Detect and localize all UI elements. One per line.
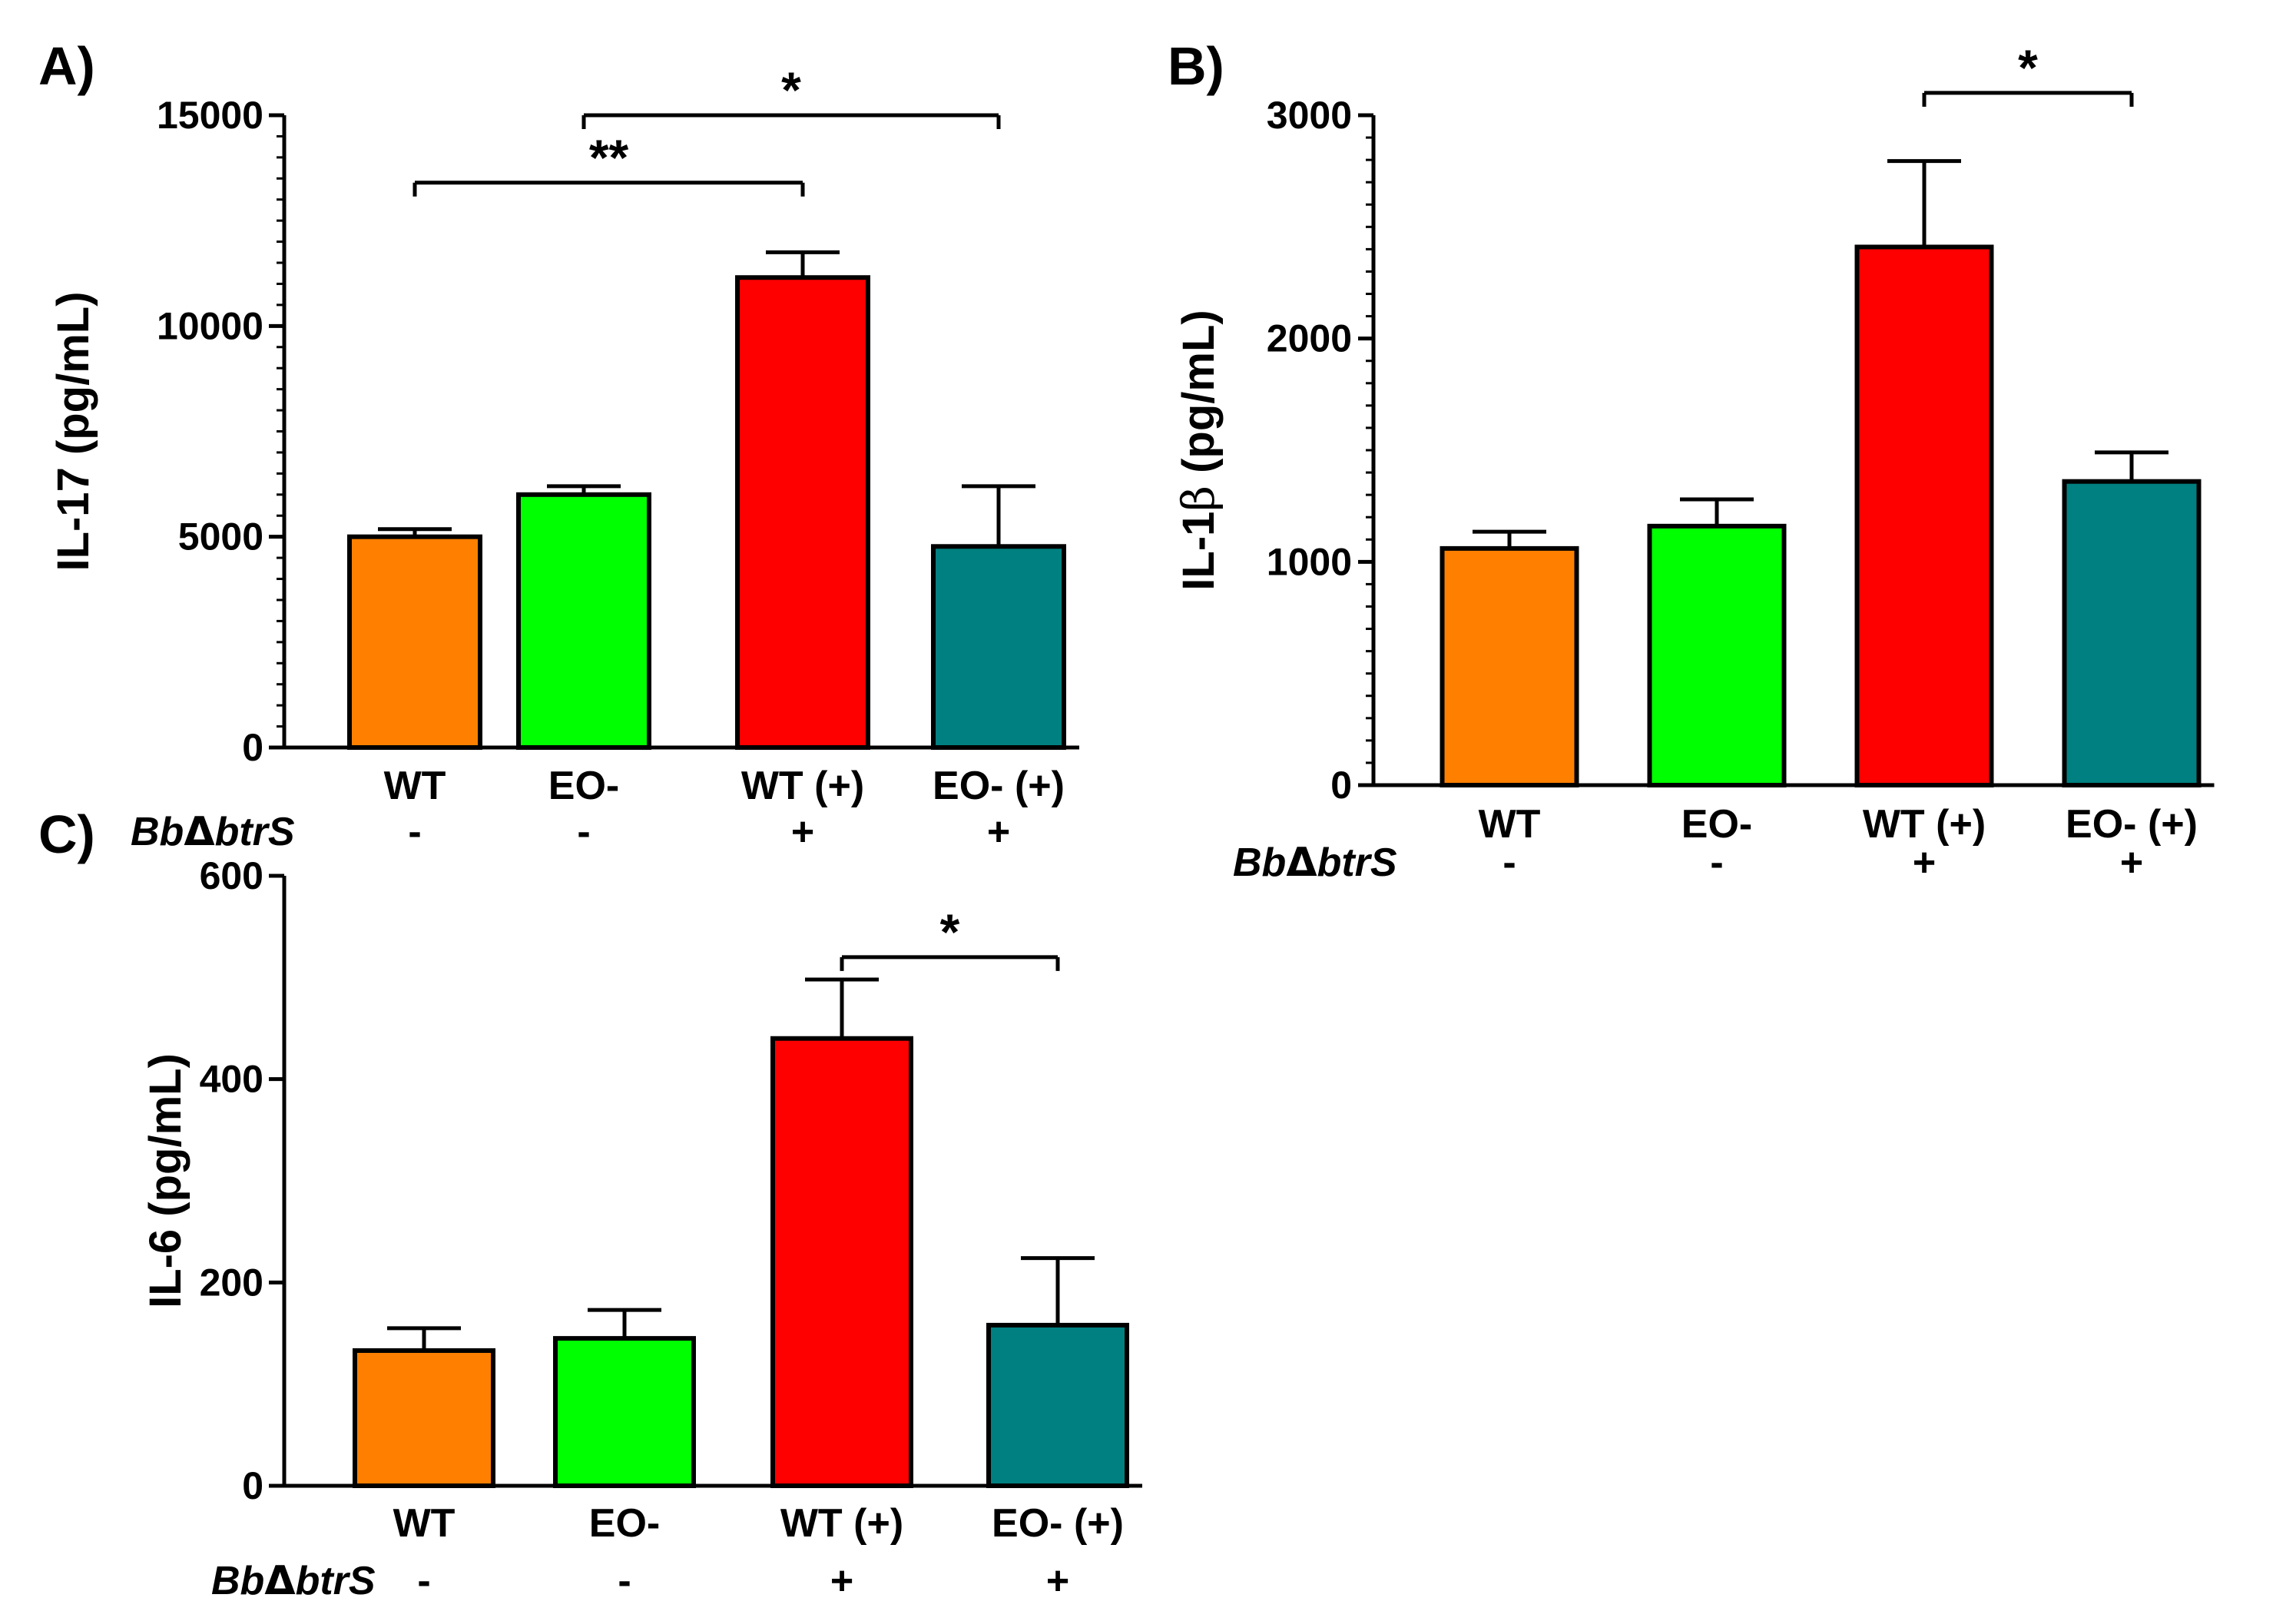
y-tick-label: 1000 [1267,540,1352,583]
bar [1647,523,1787,787]
panel-label: B) [1168,36,1224,96]
y-axis-title: IL-6 (pg/mL) [141,1053,191,1308]
bar [347,534,482,751]
category-label: WT [384,764,446,808]
category-label: EO- (+) [2066,802,2198,847]
bar [1440,545,1579,787]
bar [516,492,651,750]
y-tick-label: 2000 [1267,317,1352,360]
treatment-value: + [1913,840,1936,885]
treatment-value: + [1046,1559,1069,1603]
y-tick-label: 400 [200,1058,263,1101]
y-axis-title: IL-1β (pg/mL) [1172,310,1224,590]
y-tick-label: 15000 [157,94,263,137]
treatment-row-label: BbΔbtrS [211,1558,376,1604]
treatment-value: - [1503,840,1516,885]
y-tick-label: 10000 [157,304,263,347]
significance-label: ** [589,129,629,186]
treatment-row-label-suffix: btrS [215,810,295,854]
category-label: EO- [548,764,619,808]
treatment-row-label-delta: Δ [264,1558,295,1604]
category-label: WT [1479,802,1541,847]
y-axis-title-main: IL-1 [1174,512,1224,591]
y-axis-title: IL-17 (pg/mL) [48,291,98,571]
category-label: WT (+) [741,764,864,808]
category-label: EO- [589,1501,660,1546]
treatment-value: - [618,1559,631,1603]
category-label: EO- (+) [992,1501,1124,1546]
y-tick-label: 200 [200,1261,263,1304]
category-label: WT [393,1501,456,1546]
treatment-value: + [791,810,814,854]
y-tick-label: 600 [200,854,263,897]
significance-label: * [781,61,801,118]
bar [353,1348,495,1489]
bar [2062,479,2202,788]
treatment-value: + [830,1559,853,1603]
treatment-row-label-prefix: Bb [211,1559,264,1603]
treatment-value: + [987,810,1010,854]
bar [931,544,1066,750]
treatment-row-label-suffix: btrS [1317,840,1397,885]
category-label: EO- (+) [933,764,1065,808]
significance-label: * [940,903,960,960]
bar [770,1036,913,1488]
treatment-value: - [577,810,590,854]
y-tick-label: 5000 [178,515,263,559]
treatment-row-label: BbΔbtrS [131,809,295,855]
treatment-row-label: BbΔbtrS [1233,840,1397,886]
bar [1854,244,1994,787]
chart-panel-c: C) 0 200 400 600 IL-6 (pg/mL) WT - EO- - WT (+) + EO… [38,804,1142,1604]
treatment-value: - [1710,840,1723,885]
y-tick-label: 0 [242,1464,263,1507]
y-tick-label: 0 [1330,764,1352,807]
treatment-value: - [408,810,421,854]
bar [986,1322,1129,1488]
y-tick-label: 3000 [1267,94,1352,137]
category-label: EO- [1681,802,1752,847]
y-axis-title-greek: β [1172,486,1224,512]
category-label: WT (+) [780,1501,903,1546]
treatment-row-label-delta: Δ [184,809,214,855]
y-axis-title-unit: (pg/mL) [1174,310,1224,486]
treatment-value: - [417,1559,430,1603]
significance-label: * [2018,39,2038,96]
panel-label: A) [38,36,95,96]
panel-label: C) [38,804,95,864]
treatment-row-label-suffix: btrS [296,1559,376,1603]
treatment-row-label-prefix: Bb [131,810,184,854]
treatment-row-label-prefix: Bb [1233,840,1286,885]
y-tick-label: 0 [242,726,263,769]
bar [735,275,870,750]
treatment-value: + [2120,840,2143,885]
bar [553,1336,696,1489]
category-label: WT (+) [1863,802,1986,847]
treatment-row-label-delta: Δ [1286,840,1317,886]
